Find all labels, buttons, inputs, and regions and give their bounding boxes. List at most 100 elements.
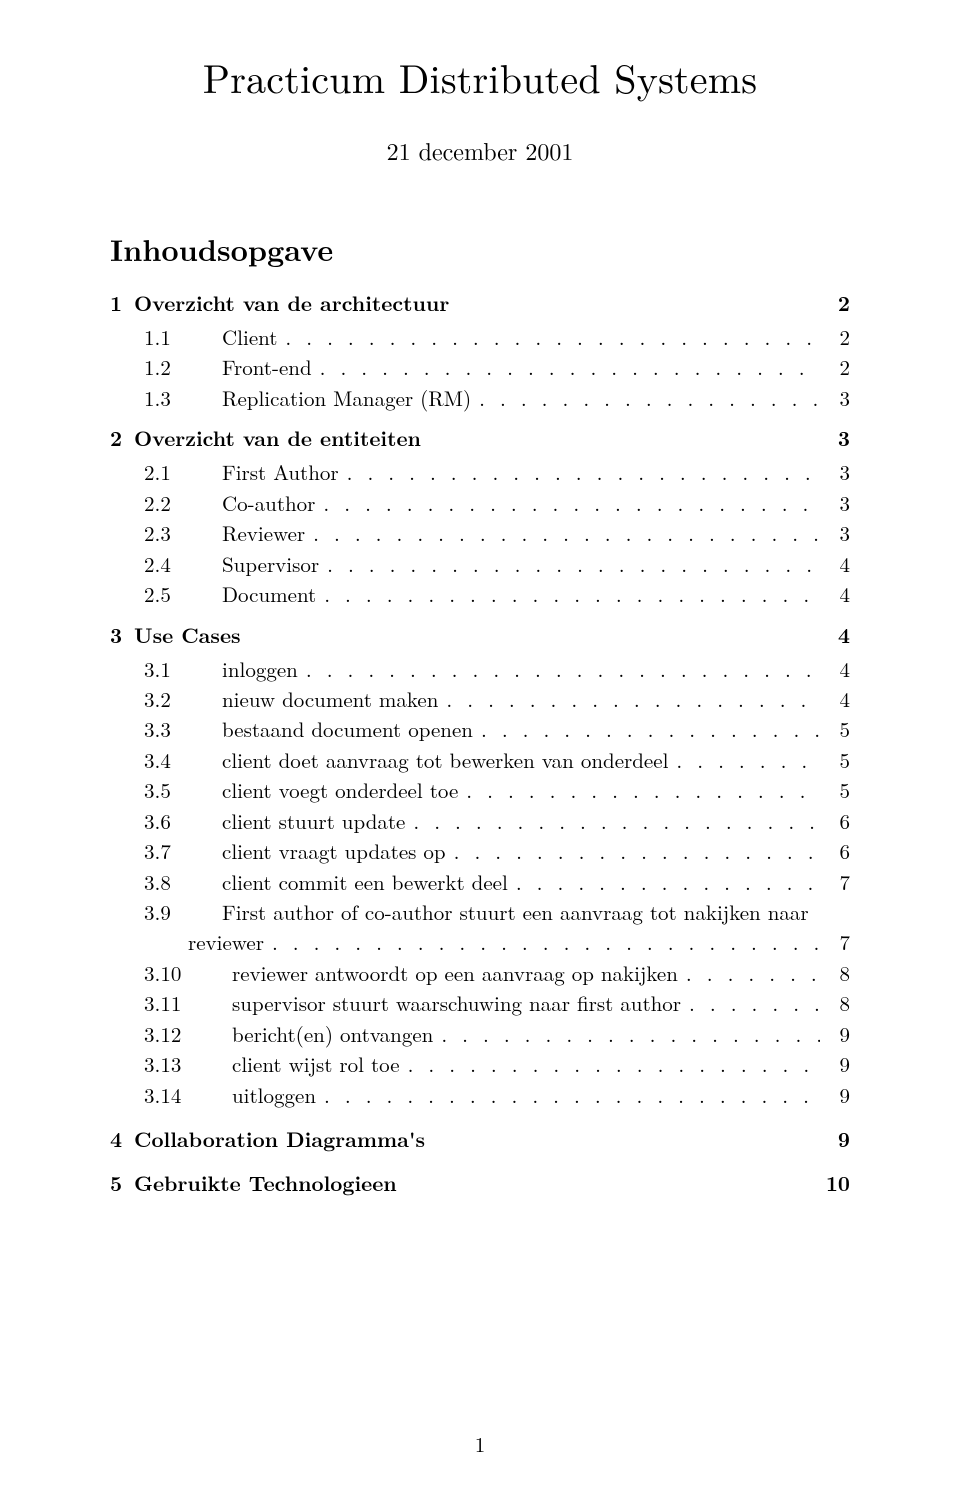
toc-entry-page: 7 bbox=[820, 927, 850, 957]
toc-entry-page: 5 bbox=[820, 775, 850, 805]
toc-entry-num: 3.2 bbox=[110, 684, 222, 714]
toc-leader bbox=[298, 654, 820, 684]
toc-entry-page: 9 bbox=[820, 1019, 850, 1049]
toc-section-page: 10 bbox=[820, 1168, 850, 1198]
toc-entry: 1.3Replication Manager (RM) 3 bbox=[110, 383, 850, 413]
toc-entry-label: supervisor stuurt waarschuwing naar firs… bbox=[232, 988, 681, 1018]
toc-leader bbox=[678, 958, 820, 988]
toc-section-page: 3 bbox=[820, 423, 850, 453]
toc-section-page: 4 bbox=[820, 620, 850, 650]
toc-entry-num: 3.3 bbox=[110, 714, 222, 744]
toc-section-num: 3 bbox=[110, 620, 134, 650]
toc-entry-page: 4 bbox=[820, 654, 850, 684]
toc-entry: 3.7client vraagt updates op6 bbox=[110, 836, 850, 866]
toc-entry-page: 8 bbox=[820, 988, 850, 1018]
toc-entry: 3.6client stuurt update 6 bbox=[110, 806, 850, 836]
toc-entry: 3.5client voegt onderdeel toe5 bbox=[110, 775, 850, 805]
toc-entry-label: Supervisor bbox=[222, 549, 319, 579]
toc-entry: 3.10reviewer antwoordt op een aanvraag o… bbox=[110, 958, 850, 988]
toc-entry-num: 3.13 bbox=[110, 1049, 232, 1079]
toc-entry: 3.4client doet aanvraag tot bewerken van… bbox=[110, 745, 850, 775]
toc-entry-label: client stuurt update bbox=[222, 806, 405, 836]
toc-leader bbox=[508, 867, 820, 897]
toc-entry-page: 3 bbox=[820, 383, 850, 413]
toc-entry-num: 3.7 bbox=[110, 836, 222, 866]
toc-entry: 3.11supervisor stuurt waarschuwing naar … bbox=[110, 988, 850, 1018]
toc-section: 5Gebruikte Technologieen10 bbox=[110, 1168, 850, 1198]
toc-section-num: 1 bbox=[110, 288, 134, 318]
toc-entry-label: client vraagt updates op bbox=[222, 836, 446, 866]
toc-leader bbox=[315, 488, 820, 518]
toc-entry-label: client wijst rol toe bbox=[232, 1049, 400, 1079]
toc-entry: 3.8client commit een bewerkt deel7 bbox=[110, 867, 850, 897]
toc-section: 4Collaboration Diagramma's9 bbox=[110, 1124, 850, 1154]
toc-heading: Inhoudsopgave bbox=[110, 227, 850, 270]
toc-entry-page: 5 bbox=[820, 714, 850, 744]
toc-entry-label: First Author bbox=[222, 457, 339, 487]
toc-entry-label: Client bbox=[222, 322, 277, 352]
toc-entry-num: 3.12 bbox=[110, 1019, 232, 1049]
toc-entry-page: 9 bbox=[820, 1049, 850, 1079]
toc-entry-page: 8 bbox=[820, 958, 850, 988]
toc-entry-label: Co-author bbox=[222, 488, 315, 518]
toc-leader bbox=[471, 383, 820, 413]
toc-leader bbox=[473, 714, 820, 744]
toc-leader bbox=[316, 1080, 820, 1110]
toc-entry-num: 2.3 bbox=[110, 518, 222, 548]
toc-entry: 3.14uitloggen9 bbox=[110, 1080, 850, 1110]
toc-entry: 2.5Document4 bbox=[110, 579, 850, 609]
toc-leader bbox=[319, 549, 820, 579]
toc-entry: 3.9First author of co-author stuurt een … bbox=[110, 897, 850, 927]
toc-entry: 2.2Co-author 3 bbox=[110, 488, 850, 518]
toc-entry-page: 5 bbox=[820, 745, 850, 775]
toc-entry-page: 2 bbox=[820, 322, 850, 352]
toc-section-page: 9 bbox=[820, 1124, 850, 1154]
toc-entry-num: 2.4 bbox=[110, 549, 222, 579]
toc-entry-num: 3.11 bbox=[110, 988, 232, 1018]
toc-leader bbox=[400, 1049, 820, 1079]
toc-entry-label: bericht(en) ontvangen bbox=[232, 1019, 433, 1049]
toc-entry-num: 2.1 bbox=[110, 457, 222, 487]
toc-entry-label: nieuw document maken bbox=[222, 684, 438, 714]
toc-entry: 3.1inloggen 4 bbox=[110, 654, 850, 684]
toc-section: 3Use Cases4 bbox=[110, 620, 850, 650]
toc-entry-continuation: reviewer7 bbox=[110, 927, 850, 957]
doc-title: Practicum Distributed Systems bbox=[110, 48, 850, 105]
toc-entry-page: 3 bbox=[820, 488, 850, 518]
toc-entry: 2.4Supervisor 4 bbox=[110, 549, 850, 579]
toc-entry: 3.12bericht(en) ontvangen 9 bbox=[110, 1019, 850, 1049]
toc-leader bbox=[438, 684, 820, 714]
toc-leader bbox=[681, 988, 820, 1018]
footer-page-number: 1 bbox=[0, 1429, 960, 1459]
toc-entry-num: 3.8 bbox=[110, 867, 222, 897]
toc-section: 2Overzicht van de entiteiten3 bbox=[110, 423, 850, 453]
toc-entry-label: reviewer antwoordt op een aanvraag op na… bbox=[232, 958, 678, 988]
toc-entry-num: 2.2 bbox=[110, 488, 222, 518]
toc-leader bbox=[339, 457, 820, 487]
toc-entry-page: 6 bbox=[820, 806, 850, 836]
toc-section-label: Use Cases bbox=[134, 620, 820, 650]
toc-leader bbox=[446, 836, 820, 866]
toc-leader bbox=[312, 352, 820, 382]
toc-entry-label: Replication Manager (RM) bbox=[222, 383, 471, 413]
toc-section-num: 5 bbox=[110, 1168, 134, 1198]
toc-entry-label: inloggen bbox=[222, 654, 298, 684]
toc-entry-label: bestaand document openen bbox=[222, 714, 473, 744]
toc-leader bbox=[305, 518, 820, 548]
toc-entry-num: 3.4 bbox=[110, 745, 222, 775]
toc-entry-page: 4 bbox=[820, 549, 850, 579]
toc-entry: 3.13client wijst rol toe 9 bbox=[110, 1049, 850, 1079]
toc-entry-label: client commit een bewerkt deel bbox=[222, 867, 508, 897]
toc-entry-page: 4 bbox=[820, 579, 850, 609]
toc-entry: 1.2Front-end2 bbox=[110, 352, 850, 382]
toc-entry-label: Document bbox=[222, 579, 316, 609]
toc-entry-num: 1.3 bbox=[110, 383, 222, 413]
toc-entry-page: 3 bbox=[820, 518, 850, 548]
toc-section-label: Overzicht van de architectuur bbox=[134, 288, 820, 318]
toc-entry-num: 3.6 bbox=[110, 806, 222, 836]
toc-entry-page: 3 bbox=[820, 457, 850, 487]
toc-entry: 2.3Reviewer3 bbox=[110, 518, 850, 548]
toc-entry-num: 3.1 bbox=[110, 654, 222, 684]
toc-leader bbox=[458, 775, 820, 805]
toc-entry-num: 1.2 bbox=[110, 352, 222, 382]
